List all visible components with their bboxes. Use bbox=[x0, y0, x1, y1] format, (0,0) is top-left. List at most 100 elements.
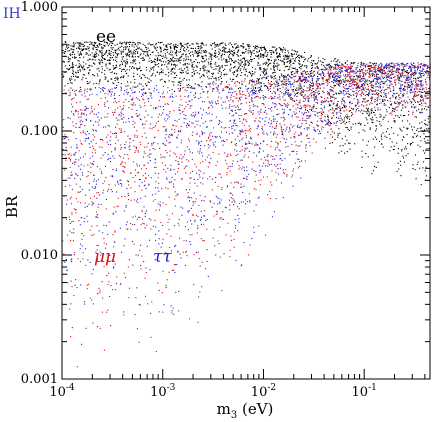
data-point bbox=[245, 135, 247, 137]
data-point bbox=[330, 85, 332, 87]
data-point bbox=[280, 182, 282, 184]
data-point bbox=[293, 82, 295, 84]
data-point bbox=[166, 45, 168, 47]
data-point bbox=[425, 91, 427, 93]
data-point bbox=[386, 84, 388, 86]
data-point bbox=[226, 87, 228, 89]
data-point bbox=[340, 150, 342, 152]
data-point bbox=[413, 67, 415, 69]
data-point bbox=[175, 125, 177, 127]
data-point bbox=[68, 58, 70, 60]
data-point bbox=[358, 74, 360, 76]
data-point bbox=[423, 161, 425, 163]
data-point bbox=[114, 50, 116, 52]
data-point bbox=[340, 80, 342, 82]
data-point bbox=[416, 136, 418, 138]
data-point bbox=[306, 134, 308, 136]
data-point bbox=[94, 43, 96, 45]
data-point bbox=[185, 56, 187, 58]
data-point bbox=[236, 53, 238, 55]
data-point bbox=[302, 96, 304, 98]
data-point bbox=[224, 43, 226, 45]
data-point bbox=[94, 56, 96, 58]
data-point bbox=[122, 68, 124, 70]
data-point bbox=[132, 86, 134, 88]
data-point bbox=[105, 243, 107, 245]
data-point bbox=[318, 93, 320, 95]
data-point bbox=[420, 91, 422, 93]
data-point bbox=[84, 88, 86, 90]
data-point bbox=[316, 67, 318, 69]
data-point bbox=[84, 41, 86, 43]
data-point bbox=[171, 312, 173, 314]
data-point bbox=[166, 177, 168, 179]
data-point bbox=[160, 106, 162, 108]
data-point bbox=[154, 136, 156, 138]
data-point bbox=[279, 55, 281, 57]
data-point bbox=[102, 139, 104, 141]
data-point bbox=[256, 48, 258, 50]
data-point bbox=[138, 68, 140, 70]
data-point bbox=[168, 53, 170, 55]
data-point bbox=[281, 60, 283, 62]
data-point bbox=[74, 163, 76, 165]
data-point bbox=[145, 272, 147, 274]
data-point bbox=[368, 85, 370, 87]
data-point bbox=[139, 250, 141, 252]
data-point bbox=[263, 104, 265, 106]
data-point bbox=[270, 95, 272, 97]
data-point bbox=[95, 216, 97, 218]
data-point bbox=[111, 71, 113, 73]
data-point bbox=[306, 110, 308, 112]
data-point bbox=[252, 100, 254, 102]
data-point bbox=[124, 60, 126, 62]
data-point bbox=[326, 122, 328, 124]
data-point bbox=[389, 67, 391, 69]
data-point bbox=[308, 137, 310, 139]
data-point bbox=[293, 95, 295, 97]
data-point bbox=[221, 65, 223, 67]
data-point bbox=[371, 108, 373, 110]
data-point bbox=[388, 71, 390, 73]
data-point bbox=[161, 64, 163, 66]
data-point bbox=[241, 45, 243, 47]
data-point bbox=[377, 99, 379, 101]
data-point bbox=[260, 54, 262, 56]
data-point bbox=[346, 151, 348, 153]
data-point bbox=[264, 156, 266, 158]
data-point bbox=[221, 54, 223, 56]
data-point bbox=[265, 50, 267, 52]
data-point bbox=[234, 227, 236, 229]
data-point bbox=[305, 71, 307, 73]
data-point bbox=[179, 95, 181, 97]
data-point bbox=[284, 81, 286, 83]
data-point bbox=[295, 71, 297, 73]
data-point bbox=[377, 73, 379, 75]
data-point bbox=[65, 48, 67, 50]
data-point bbox=[362, 139, 364, 141]
data-point bbox=[104, 53, 106, 55]
data-point bbox=[88, 58, 90, 60]
data-point bbox=[210, 61, 212, 63]
data-point bbox=[119, 179, 121, 181]
data-point bbox=[219, 52, 221, 54]
data-point bbox=[294, 113, 296, 115]
data-point bbox=[99, 79, 101, 81]
data-point bbox=[397, 115, 399, 117]
data-point bbox=[163, 96, 165, 98]
data-point bbox=[271, 140, 273, 142]
data-point bbox=[167, 59, 169, 61]
data-point bbox=[202, 66, 204, 68]
data-point bbox=[410, 69, 412, 71]
data-point bbox=[277, 88, 279, 90]
data-point bbox=[350, 68, 352, 70]
data-point bbox=[356, 72, 358, 74]
data-point bbox=[197, 227, 199, 229]
data-point bbox=[74, 93, 76, 95]
data-point bbox=[169, 89, 171, 91]
data-point bbox=[296, 72, 298, 74]
data-point bbox=[200, 75, 202, 77]
data-point bbox=[91, 163, 93, 165]
data-point bbox=[88, 69, 90, 71]
data-point bbox=[71, 212, 73, 214]
